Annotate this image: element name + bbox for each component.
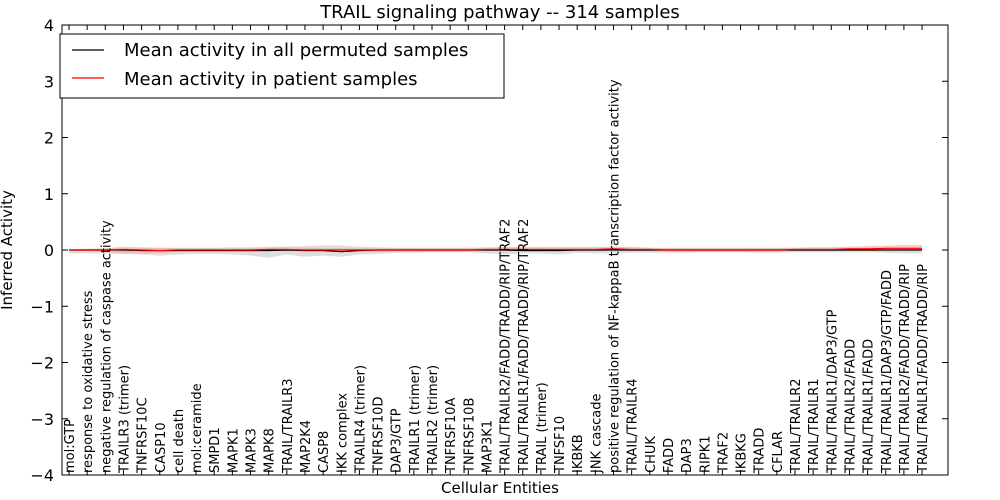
x-tick-label: DAP3/GTP [390, 408, 405, 473]
x-tick-label: positive regulation of NF-kappaB transcr… [608, 79, 623, 473]
x-tick-label: IKK complex [335, 393, 350, 473]
x-tick-label: SMPD1 [208, 427, 223, 473]
x-tick-label: TNFRSF10A [444, 398, 459, 474]
series-lines [69, 247, 923, 253]
x-tick-label: TRAIL/TRAILR1/FADD [862, 339, 877, 474]
x-tick-label: mol:ceramide [190, 383, 205, 473]
x-tick-label: TRAIL/TRAILR1/DAP3/GTP [825, 309, 840, 474]
x-tick-label: TRAIL/TRAILR2/FADD [843, 339, 858, 474]
x-axis-label: Cellular Entities [441, 479, 559, 497]
x-tick-label: TRAIL/TRAILR2/FADD/TRADD/RIP/TRAF2 [499, 219, 514, 474]
x-tick-label: IKBKB [571, 434, 586, 473]
x-tick-label: TRADD [753, 428, 768, 474]
x-tick-label: TRAIL/TRAILR4 [626, 378, 641, 474]
x-tick-label: RIPK1 [698, 435, 713, 473]
x-tick-label: TNFRSF10C [136, 397, 151, 474]
y-tick-label: 4 [44, 16, 54, 35]
y-axis-ticks: −4 −3 −2 −1 0 1 2 3 4 [30, 16, 948, 485]
x-tick-label: TRAIL (trimer) [535, 382, 550, 474]
x-tick-label: MAP2K4 [299, 420, 314, 473]
x-tick-label: TNFRSF10D [372, 397, 387, 474]
y-axis-label: Inferred Activity [0, 190, 16, 310]
y-tick-label: −3 [30, 410, 54, 429]
x-tick-label: TRAILR3 (trimer) [117, 365, 132, 474]
x-tick-label: MAPK1 [226, 428, 241, 473]
x-tick-label: MAPK8 [263, 428, 278, 473]
series-line-patient [69, 247, 923, 252]
x-axis-ticks: mol:GTP response to oxidative stress negat… [63, 25, 931, 475]
x-tick-label: TRAIL/TRAILR1/DAP3/GTP/FADD [880, 270, 895, 474]
y-tick-label: 2 [44, 129, 54, 148]
x-tick-label: DAP3 [680, 438, 695, 473]
legend-box [59, 33, 505, 99]
x-tick-label: TRAILR1 (trimer) [408, 365, 423, 474]
x-tick-label: TNFRSF10B [462, 398, 477, 474]
y-tick-label: 3 [44, 72, 54, 91]
x-tick-label: CASP8 [317, 431, 332, 473]
x-tick-label: TRAIL/TRAILR3 [281, 378, 296, 474]
x-tick-label: negative regulation of caspase activity [99, 220, 114, 473]
x-tick-label: MAPK3 [245, 428, 260, 473]
x-tick-label: TRAIL/TRAILR2 [789, 378, 804, 474]
x-tick-label: JNK cascade [589, 394, 604, 474]
x-tick-label: response to oxidative stress [81, 290, 96, 473]
x-tick-label: TRAILR2 (trimer) [426, 365, 441, 474]
legend-label-permuted: Mean activity in all permuted samples [124, 40, 468, 61]
y-tick-label: −1 [30, 297, 54, 316]
y-tick-label: −2 [30, 354, 54, 373]
x-tick-label: TRAIL/TRAILR2/FADD/TRADD/RIP [898, 264, 913, 474]
x-tick-label: CASP10 [154, 422, 169, 473]
x-tick-label: TRAIL/TRAILR1/FADD/TRADD/RIP/TRAF2 [517, 219, 532, 474]
x-tick-label: mol:GTP [63, 419, 78, 473]
x-tick-label: TRAIL/TRAILR1/FADD/TRADD/RIP [916, 264, 931, 474]
x-tick-label: FADD [662, 438, 677, 473]
legend: Mean activity in all permuted samples Me… [59, 33, 505, 99]
chart-title: TRAIL signaling pathway -- 314 samples [319, 2, 680, 23]
x-tick-label: CHUK [644, 436, 659, 473]
x-tick-label: TRAIL/TRAILR1 [807, 378, 822, 474]
x-tick-label: IKBKG [735, 433, 750, 473]
x-tick-label: cell death [172, 409, 187, 473]
x-tick-label: CFLAR [771, 431, 786, 473]
y-tick-label: −4 [30, 466, 54, 485]
x-tick-label: TRAILR4 (trimer) [353, 365, 368, 474]
x-tick-label: TRAF2 [716, 432, 731, 474]
legend-label-patient: Mean activity in patient samples [124, 69, 418, 90]
y-tick-label: 1 [44, 185, 54, 204]
x-tick-label: TNFSF10 [553, 416, 568, 474]
x-tick-label: MAP3K1 [480, 420, 495, 473]
y-tick-label: 0 [44, 241, 54, 260]
